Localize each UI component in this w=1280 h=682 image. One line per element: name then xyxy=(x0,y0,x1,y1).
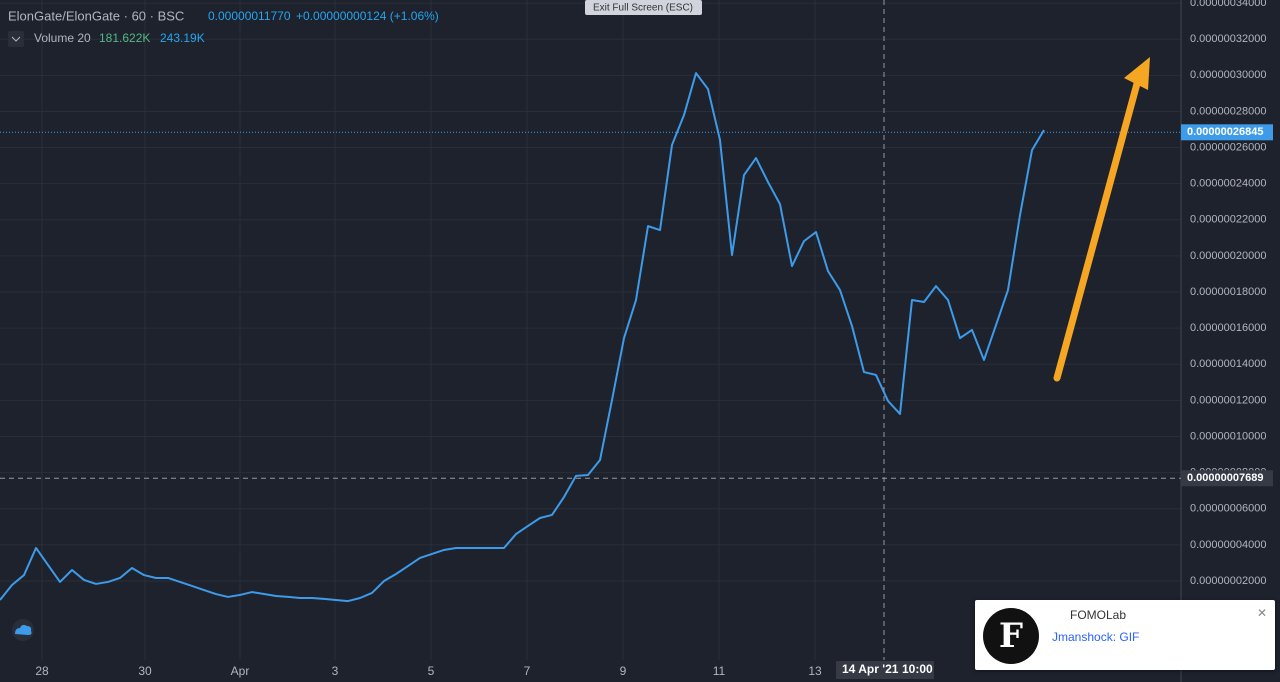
y-tick-label: 0.00000024000 xyxy=(1190,178,1266,190)
price-line xyxy=(0,72,1045,603)
y-tick-label: 0.00000014000 xyxy=(1190,358,1266,370)
y-tick-label: 0.00000006000 xyxy=(1190,503,1266,515)
chevron xyxy=(11,36,21,42)
crosshair-price-tag xyxy=(1181,470,1273,487)
avatar: F xyxy=(983,608,1039,664)
x-tick-label: 13 xyxy=(808,664,822,678)
close-button[interactable]: ✕ xyxy=(1256,606,1267,620)
annotation-arrowhead xyxy=(1124,57,1150,90)
volume-label: Volume 20 xyxy=(34,31,91,45)
x-tick-label: 5 xyxy=(428,664,435,678)
x-tick-label: Apr xyxy=(231,664,250,678)
current-price-tag xyxy=(1181,124,1273,141)
crosshair-date: 14 Apr '21 xyxy=(842,662,899,676)
symbol: ElonGate/ElonGate · 60 · BSC xyxy=(8,8,184,23)
y-tick-label: 0.00000004000 xyxy=(1190,539,1266,551)
current-price-label: 0.00000026845 xyxy=(1187,126,1263,138)
x-tick-label: 11 xyxy=(713,664,726,678)
annotation-arrow xyxy=(1053,76,1142,382)
crosshair-time: 10:00 xyxy=(902,662,933,676)
y-tick-label: 0.00000032000 xyxy=(1190,33,1266,45)
y-tick-label: 0.00000022000 xyxy=(1190,214,1266,226)
exit-fullscreen-label: Exit Full Screen (ESC) xyxy=(593,3,693,14)
notification[interactable]: F FOMOLab Jmanshock: GIF ✕ xyxy=(975,600,1275,670)
volume-value: 243.19K xyxy=(160,31,205,45)
crosshair-price-label: 0.00000007689 xyxy=(1187,472,1263,484)
y-tick-label: 0.00000010000 xyxy=(1190,430,1266,442)
crosshair-time-tag xyxy=(836,661,934,679)
notification-message[interactable]: Jmanshock: GIF xyxy=(1052,630,1140,644)
collapse-button[interactable] xyxy=(8,31,24,47)
x-tick-label: 9 xyxy=(620,664,627,678)
x-tick-label: 28 xyxy=(35,664,49,678)
change: +0.00000000124 (+1.06%) xyxy=(296,9,439,23)
notification-user: FOMOLab xyxy=(1070,608,1127,622)
y-tick-label: 0.00000012000 xyxy=(1190,394,1266,406)
y-tick-label: 0.00000026000 xyxy=(1190,141,1266,153)
x-tick-label: 30 xyxy=(138,664,152,678)
y-tick-label: 0.00000020000 xyxy=(1190,250,1266,262)
y-tick-label: 0.00000002000 xyxy=(1190,575,1266,587)
y-tick-label: 0.00000034000 xyxy=(1190,0,1266,9)
x-tick-label: 3 xyxy=(332,664,339,678)
exit-fullscreen[interactable] xyxy=(585,0,702,15)
volume-value: 181.622K xyxy=(99,31,150,45)
x-tick-label: 7 xyxy=(524,664,531,678)
last-price: 0.00000011770 xyxy=(208,9,291,23)
y-tick-label: 0.00000028000 xyxy=(1190,105,1266,117)
y-tick-label: 0.00000018000 xyxy=(1190,286,1266,298)
y-tick-label: 0.00000016000 xyxy=(1190,322,1266,334)
logo-cloud xyxy=(15,624,32,635)
y-tick-label: 0.00000030000 xyxy=(1190,69,1266,81)
